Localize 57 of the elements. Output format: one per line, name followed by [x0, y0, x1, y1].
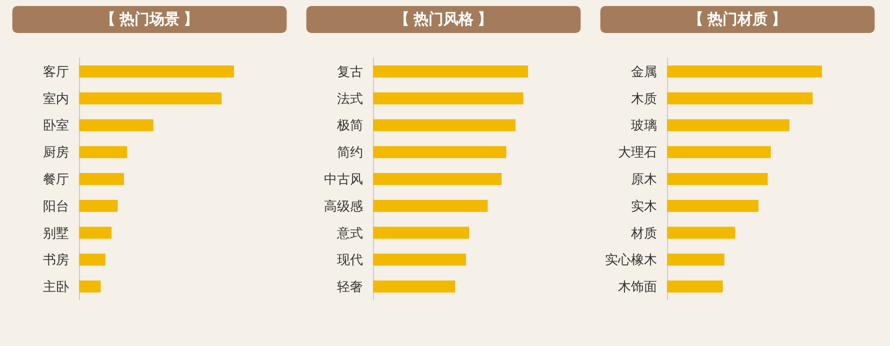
bar: [667, 280, 723, 293]
y-tick-label: 高级感: [324, 198, 363, 214]
bar: [667, 200, 758, 212]
y-tick-label: 复古: [337, 64, 363, 79]
y-tick-label: 卧室: [43, 118, 69, 133]
y-tick-label: 大理石: [618, 144, 657, 160]
bar: [79, 200, 118, 212]
bar: [667, 254, 724, 266]
y-tick-label: 主卧: [43, 279, 69, 294]
y-tick-label: 原木: [631, 172, 657, 186]
bar: [79, 92, 222, 104]
y-tick-label: 实心橡木: [605, 252, 657, 268]
y-tick-label: 别墅: [43, 225, 69, 240]
bar: [79, 226, 112, 239]
y-tick-label: 餐厅: [43, 172, 69, 186]
chart-title: 【 热门材质 】: [688, 10, 787, 28]
y-tick-label: 书房: [43, 252, 69, 268]
chart-title: 【 热门场景 】: [100, 10, 199, 28]
bar: [373, 226, 470, 239]
bar: [79, 146, 128, 158]
bar: [79, 280, 101, 293]
bar: [667, 92, 813, 104]
bar: [667, 146, 771, 158]
bar: [667, 226, 736, 239]
y-tick-label: 厨房: [43, 144, 69, 160]
bar: [373, 173, 502, 185]
y-tick-label: 玻璃: [631, 118, 657, 133]
y-tick-label: 金属: [631, 64, 657, 79]
bar: [373, 92, 524, 104]
y-tick-label: 木饰面: [618, 279, 657, 294]
bar: [373, 280, 456, 293]
y-tick-label: 中古风: [324, 172, 363, 186]
y-tick-label: 阳台: [43, 198, 69, 214]
bar: [79, 173, 124, 185]
bar: [79, 65, 234, 78]
bar: [373, 119, 516, 132]
y-tick-label: 意式: [336, 225, 363, 240]
y-tick-label: 客厅: [43, 64, 69, 79]
y-tick-label: 材质: [630, 225, 657, 240]
bar: [373, 65, 528, 78]
bar: [667, 65, 822, 78]
bar: [373, 254, 466, 266]
y-tick-label: 简约: [337, 144, 363, 160]
bar: [79, 119, 154, 132]
y-tick-label: 实木: [631, 198, 657, 214]
bar: [667, 173, 768, 185]
y-tick-label: 法式: [337, 90, 363, 106]
y-tick-label: 木质: [631, 90, 657, 106]
y-tick-label: 现代: [337, 252, 363, 268]
chart-title: 【 热门风格 】: [394, 10, 493, 28]
y-tick-label: 轻奢: [337, 279, 363, 294]
bar: [373, 200, 488, 212]
bar: [667, 119, 790, 132]
y-tick-label: 极简: [336, 118, 363, 133]
y-tick-label: 室内: [43, 90, 69, 106]
bar: [373, 146, 506, 158]
bar: [79, 254, 106, 266]
